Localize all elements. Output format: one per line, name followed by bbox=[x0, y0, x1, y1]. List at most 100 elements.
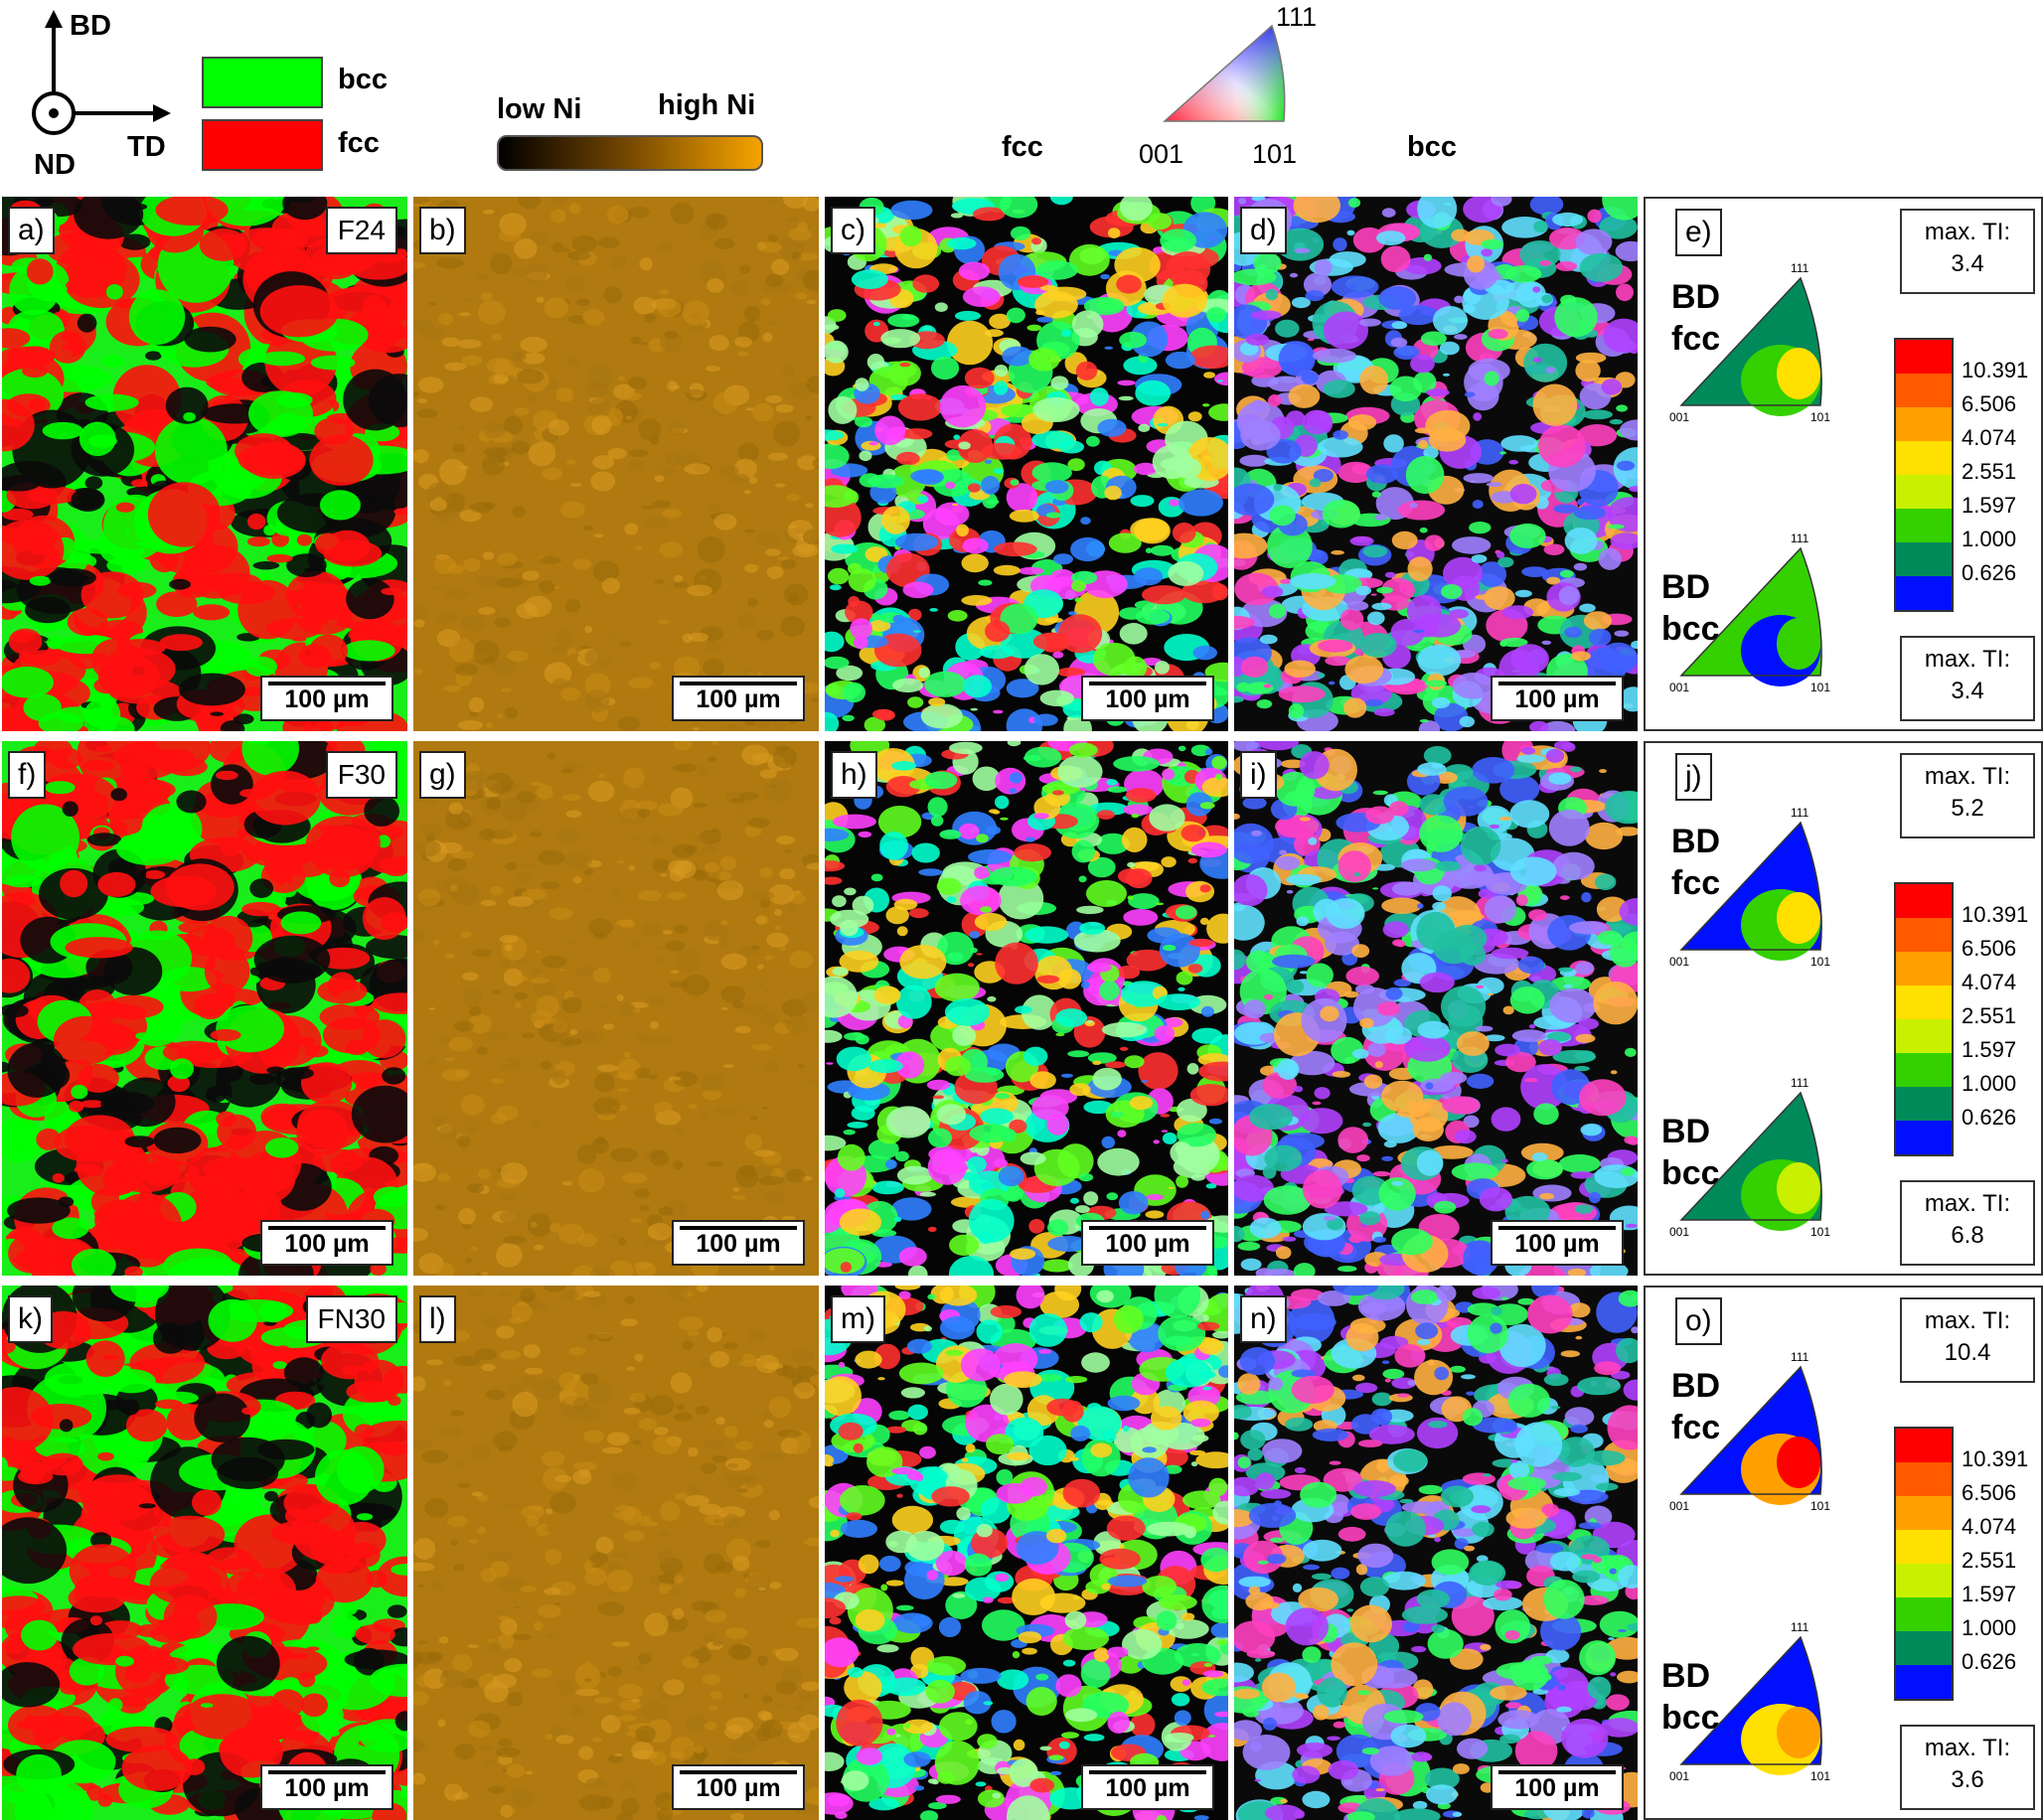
colorbar-tick-label: 2.551 bbox=[1962, 459, 2017, 484]
svg-text:101: 101 bbox=[1810, 1225, 1830, 1239]
sample-label: F30 bbox=[325, 751, 397, 799]
colorbar-segment bbox=[1896, 1019, 1952, 1053]
max-ti-value: 3.6 bbox=[1951, 1766, 1984, 1793]
ipf-key-bcc-label: bcc bbox=[1407, 131, 1457, 163]
colorbar-segment bbox=[1896, 1530, 1952, 1564]
max-ti-label: max. TI: bbox=[1924, 763, 2011, 790]
colorbar-segment bbox=[1896, 1462, 1952, 1496]
colorbar-segment bbox=[1896, 1564, 1952, 1597]
axes-icon bbox=[32, 10, 171, 135]
phase-text: fcc bbox=[1671, 320, 1721, 358]
scale-bar-label: 100 µm bbox=[696, 685, 781, 713]
scale-bar-label: 100 µm bbox=[284, 1230, 370, 1258]
scale-bar-label: 100 µm bbox=[284, 685, 370, 713]
texture-panel-fn30: o) max. TI: 10.4 max. TI: 3.6 BD fcc BD bcc 111 00… bbox=[1644, 1286, 2043, 1820]
panel-label: l) bbox=[419, 1295, 456, 1343]
fcc-max-ti-box: max. TI: 3.4 bbox=[1900, 209, 2035, 294]
colorbar-tick-label: 1.000 bbox=[1962, 527, 2017, 551]
panel-label: n) bbox=[1240, 1295, 1287, 1343]
colorbar-segment bbox=[1896, 576, 1952, 610]
colorbar-tick-label: 2.551 bbox=[1962, 1548, 2017, 1573]
svg-text:111: 111 bbox=[1791, 1076, 1809, 1090]
max-ti-value: 3.4 bbox=[1951, 250, 1984, 277]
map-texture bbox=[413, 1286, 819, 1820]
fcc-direction-label: BD fcc bbox=[1671, 1365, 1720, 1448]
svg-text:101: 101 bbox=[1810, 955, 1830, 969]
scale-bar-label: 100 µm bbox=[1105, 685, 1190, 713]
scale-bar: 100 µm bbox=[672, 1220, 805, 1266]
scale-bar-label: 100 µm bbox=[1514, 1230, 1600, 1258]
scale-bar: 100 µm bbox=[1491, 676, 1624, 721]
svg-text:101: 101 bbox=[1810, 410, 1830, 424]
map-texture bbox=[413, 741, 819, 1276]
colorbar-segment bbox=[1896, 407, 1952, 441]
max-ti-label: max. TI: bbox=[1924, 1190, 2011, 1217]
bcc-direction-label: BD bcc bbox=[1661, 1111, 1720, 1194]
map-texture bbox=[1234, 197, 1638, 731]
bcc-ipf-map-f30: i) 100 µm bbox=[1234, 741, 1638, 1276]
panel-label: m) bbox=[831, 1295, 885, 1343]
svg-text:111: 111 bbox=[1791, 261, 1809, 275]
colorbar-tick-label: 1.597 bbox=[1962, 1037, 2017, 1062]
bd-text: BD bbox=[1671, 823, 1721, 860]
scale-bar: 100 µm bbox=[1491, 1220, 1624, 1266]
colorbar-tick-label: 10.391 bbox=[1962, 902, 2029, 927]
scale-bar-label: 100 µm bbox=[696, 1230, 781, 1258]
phase-text: bcc bbox=[1661, 1699, 1720, 1737]
scale-bar: 100 µm bbox=[1081, 1764, 1214, 1810]
intensity-colorbar bbox=[1894, 1427, 1954, 1701]
colorbar-tick-label: 6.506 bbox=[1962, 936, 2017, 961]
colorbar-segment bbox=[1896, 441, 1952, 475]
colorbar-tick-label: 6.506 bbox=[1962, 391, 2017, 416]
texture-panel-f24: e) max. TI: 3.4 max. TI: 3.4 BD fcc BD bcc 111 001… bbox=[1644, 197, 2043, 731]
colorbar-segment bbox=[1896, 1121, 1952, 1154]
colorbar-segment bbox=[1896, 509, 1952, 542]
svg-text:001: 001 bbox=[1669, 410, 1689, 424]
texture-panel-f30: j) max. TI: 5.2 max. TI: 6.8 BD fcc BD bcc 111 001… bbox=[1644, 741, 2043, 1276]
scale-bar: 100 µm bbox=[672, 676, 805, 721]
panel-label: e) bbox=[1675, 209, 1722, 256]
map-texture bbox=[2, 1286, 407, 1820]
map-texture bbox=[825, 197, 1228, 731]
scale-bar-label: 100 µm bbox=[284, 1774, 370, 1802]
colorbar-tick-label: 0.626 bbox=[1962, 1105, 2017, 1130]
ipf-color-triangle-icon bbox=[1163, 24, 1286, 122]
svg-text:111: 111 bbox=[1791, 531, 1809, 545]
intensity-colorbar bbox=[1894, 882, 1954, 1156]
scale-bar-label: 100 µm bbox=[1514, 685, 1600, 713]
max-ti-value: 6.8 bbox=[1951, 1222, 1984, 1249]
colorbar-tick-label: 1.597 bbox=[1962, 493, 2017, 518]
colorbar-tick-label: 4.074 bbox=[1962, 1514, 2017, 1539]
panel-label: o) bbox=[1675, 1297, 1722, 1345]
ipf-key-101-label: 101 bbox=[1252, 139, 1298, 169]
colorbar-segment bbox=[1896, 952, 1952, 986]
fcc-ipf-map-f30: h) 100 µm bbox=[825, 741, 1228, 1276]
map-texture bbox=[1234, 741, 1638, 1276]
panel-label: j) bbox=[1675, 753, 1712, 801]
scale-bar: 100 µm bbox=[260, 676, 393, 721]
fcc-ipf-map-f24: c) 100 µm bbox=[825, 197, 1228, 731]
td-axis-label: TD bbox=[127, 131, 166, 163]
map-texture bbox=[413, 197, 819, 731]
colorbar-segment bbox=[1896, 340, 1952, 374]
intensity-colorbar bbox=[1894, 338, 1954, 612]
colorbar-segment bbox=[1896, 1631, 1952, 1665]
max-ti-label: max. TI: bbox=[1924, 646, 2011, 673]
max-ti-value: 3.4 bbox=[1951, 678, 1984, 704]
fcc-direction-label: BD fcc bbox=[1671, 821, 1720, 904]
colorbar-segment bbox=[1896, 884, 1952, 918]
colorbar-tick-label: 6.506 bbox=[1962, 1480, 2017, 1505]
panel-label: i) bbox=[1240, 751, 1277, 799]
nd-axis-label: ND bbox=[34, 149, 76, 181]
panel-label: h) bbox=[831, 751, 877, 799]
map-texture bbox=[825, 1286, 1228, 1820]
panel-label: a) bbox=[8, 207, 55, 254]
phase-text: fcc bbox=[1671, 1409, 1721, 1446]
ni-map-f24: b) 100 µm bbox=[413, 197, 819, 731]
bcc-swatch bbox=[202, 57, 323, 108]
max-ti-label: max. TI: bbox=[1924, 1735, 2011, 1761]
panel-label: d) bbox=[1240, 207, 1287, 254]
